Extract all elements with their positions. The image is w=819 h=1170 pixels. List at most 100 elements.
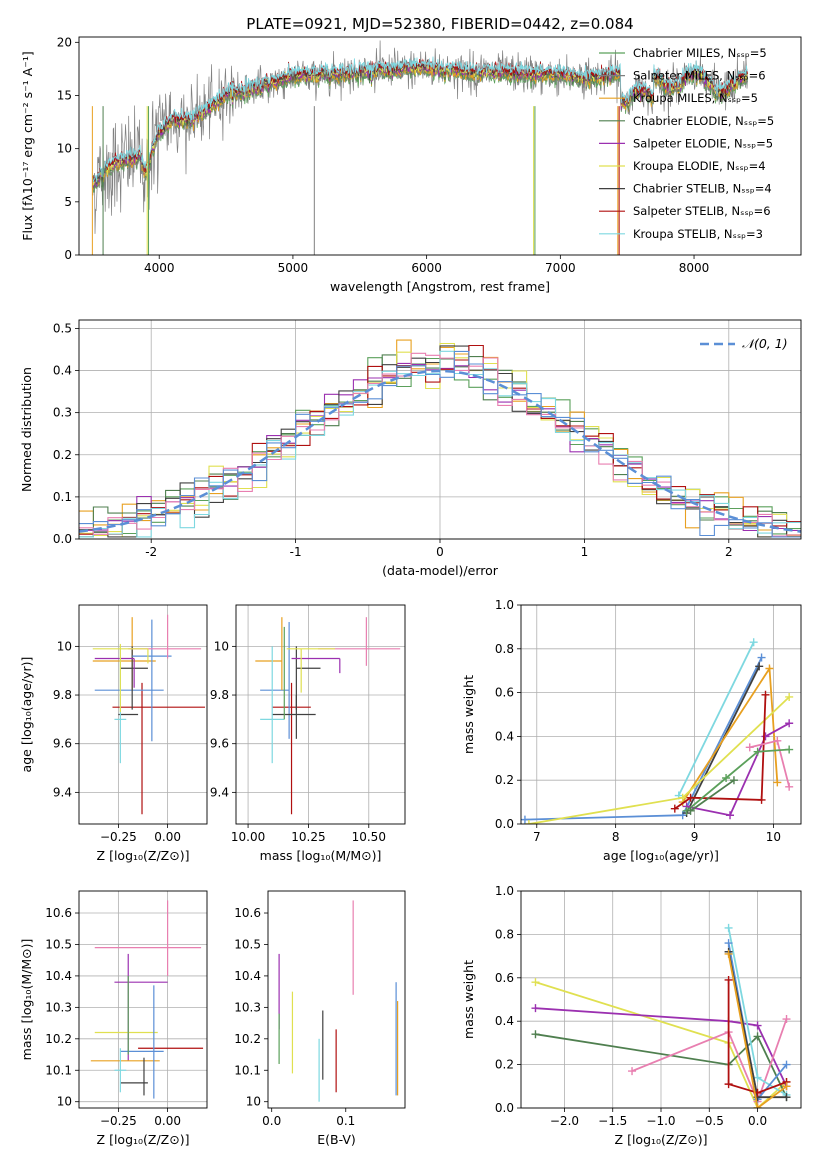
mass-weight-marker: [729, 776, 738, 785]
y-axis-label: age [log₁₀(age/yr)]: [19, 657, 34, 773]
y-axis-label: mass weight: [461, 960, 476, 1039]
x-tick-label: −0.25: [100, 1114, 137, 1128]
y-tick-label: 9.6: [53, 737, 72, 751]
x-tick-label: 10.50: [352, 830, 386, 844]
x-tick-label: −0.25: [100, 830, 137, 844]
y-tick-label: 0.1: [53, 490, 72, 504]
legend-label: Chabrier MILES, Nₛₛₚ=5: [633, 46, 767, 60]
legend-label: Salpeter MILES, Nₛₛₚ=6: [633, 69, 766, 83]
mass-weight-marker: [782, 1015, 791, 1024]
y-tick-label: 10.2: [234, 1032, 261, 1046]
mass-weight-line: [727, 953, 788, 1108]
mass-weight-marker: [726, 811, 735, 820]
mass-weight-marker: [531, 1004, 540, 1013]
axes: 7 8 9 10 0.0 0.2 0.4 0.6 0.8 1.0 age [log₁₀(age/yr…: [461, 598, 781, 863]
mass-weight-marker: [745, 743, 754, 752]
mass-weight-marker: [686, 806, 695, 815]
panel-mass-vs-Z: −0.25 0.00 10 10.1 10.2 10.3 10.4 10.5 10.6 Z [lo…: [19, 890, 208, 1147]
y-tick-label: 1.0: [495, 884, 514, 898]
error-bar-point: [260, 646, 285, 764]
plot-area: [531, 923, 791, 1108]
x-tick-label: 4000: [144, 261, 175, 275]
mass-weight-marker: [785, 692, 794, 701]
x-tick-label: 7000: [545, 261, 576, 275]
y-tick-label: 15: [57, 88, 72, 102]
x-tick-label: 10: [766, 830, 781, 844]
mass-weight-marker: [761, 732, 770, 741]
x-tick-label: 9: [691, 830, 699, 844]
error-bar-point: [94, 900, 202, 976]
plot-area: [90, 900, 204, 1099]
y-tick-label: 0.5: [53, 321, 72, 335]
axes: 0.0 0.1 10 10.1 10.2 10.3 10.4 10.5 10.6 E(B-V): [234, 906, 356, 1147]
mass-weight-marker: [722, 774, 731, 783]
mass-weight-marker: [724, 923, 733, 932]
x-tick-label: −1.5: [598, 1114, 627, 1128]
mass-weight-marker: [757, 653, 766, 662]
mass-weight-marker: [678, 793, 687, 802]
axes: 4000 5000 6000 7000 8000 0 5 10 15 20 wavelength […: [20, 35, 709, 294]
legend-label: Chabrier STELIB, Nₛₛₚ=4: [633, 182, 772, 196]
axes-frame: [235, 604, 406, 825]
x-tick-label: 0.0: [262, 1114, 281, 1128]
axes: −0.25 0.00 9.4 9.6 9.8 10 Z [log₁₀(Z/Z⊙)] age […: [19, 639, 189, 863]
y-axis-label: Normed distribution: [19, 367, 34, 492]
axes-frame: [78, 36, 802, 256]
error-bar-point: [286, 648, 335, 693]
y-tick-label: 0.2: [495, 1058, 514, 1072]
y-tick-label: 0.0: [53, 532, 72, 546]
axes-frame: [78, 319, 802, 540]
mass-weight-marker: [765, 664, 774, 673]
error-bar-point: [255, 617, 283, 691]
legend-label: Kroupa ELODIE, Nₛₛₚ=4: [633, 159, 766, 173]
plot-area: [92, 614, 206, 815]
panel-age-vs-mass: 10.00 10.25 10.50 9.4 9.6 9.8 10 mass [log₁₀(M/…: [210, 604, 406, 863]
normal-reference-curve: [79, 369, 801, 533]
x-tick-label: -1: [290, 545, 302, 559]
mass-weight-marker: [773, 736, 782, 745]
y-tick-label: 0.3: [53, 406, 72, 420]
axes-frame: [78, 890, 208, 1109]
y-tick-label: 10.4: [45, 969, 72, 983]
x-axis-label: mass [log₁₀(M/M⊙)]: [260, 848, 382, 863]
x-tick-label: 10.25: [291, 830, 325, 844]
mass-weight-marker: [753, 1032, 762, 1041]
y-axis-label: Flux [fλ10⁻¹⁷ erg cm⁻² s⁻¹ A⁻¹]: [20, 51, 35, 240]
y-tick-label: 0.4: [53, 364, 72, 378]
x-tick-label: 0: [436, 545, 444, 559]
x-tick-label: 1: [581, 545, 589, 559]
mass-weight-marker: [757, 795, 766, 804]
mass-weight-marker: [782, 1060, 791, 1069]
y-tick-label: 9.8: [53, 688, 72, 702]
y-tick-label: 10.1: [234, 1063, 261, 1077]
y-tick-label: 10.3: [234, 1000, 261, 1014]
x-tick-label: 7: [533, 830, 541, 844]
y-tick-label: 5: [64, 195, 72, 209]
x-tick-label: −2.0: [550, 1114, 579, 1128]
legend-label: Salpeter ELODIE, Nₛₛₚ=5: [633, 136, 773, 150]
y-tick-label: 10: [57, 1095, 72, 1109]
mass-weight-marker: [782, 1082, 791, 1091]
y-tick-label: 10.3: [45, 1000, 72, 1014]
mass-weight-marker: [753, 1104, 762, 1108]
x-axis-label: Z [log₁₀(Z/Z⊙)]: [97, 1132, 190, 1147]
x-axis-label: (data-model)/error: [382, 563, 499, 578]
y-tick-label: 10.6: [234, 906, 261, 920]
axes-frame: [78, 604, 208, 825]
y-tick-label: 0.0: [495, 1101, 514, 1115]
y-tick-label: 10: [57, 639, 72, 653]
mass-weight-line: [535, 981, 788, 1108]
mass-weight-marker: [670, 804, 679, 813]
x-tick-label: −0.5: [695, 1114, 724, 1128]
plot-area: [521, 638, 794, 824]
mass-weight-marker: [782, 1093, 791, 1102]
y-tick-label: 10.2: [45, 1032, 72, 1046]
y-tick-label: 1.0: [495, 598, 514, 612]
x-tick-label: 0.00: [154, 1114, 181, 1128]
mass-weight-marker: [724, 1080, 733, 1089]
mass-weight-marker: [628, 1067, 637, 1076]
mass-weight-marker: [753, 1021, 762, 1030]
x-axis-label: Z [log₁₀(Z/Z⊙)]: [615, 1132, 708, 1147]
mass-weight-marker: [524, 820, 533, 824]
